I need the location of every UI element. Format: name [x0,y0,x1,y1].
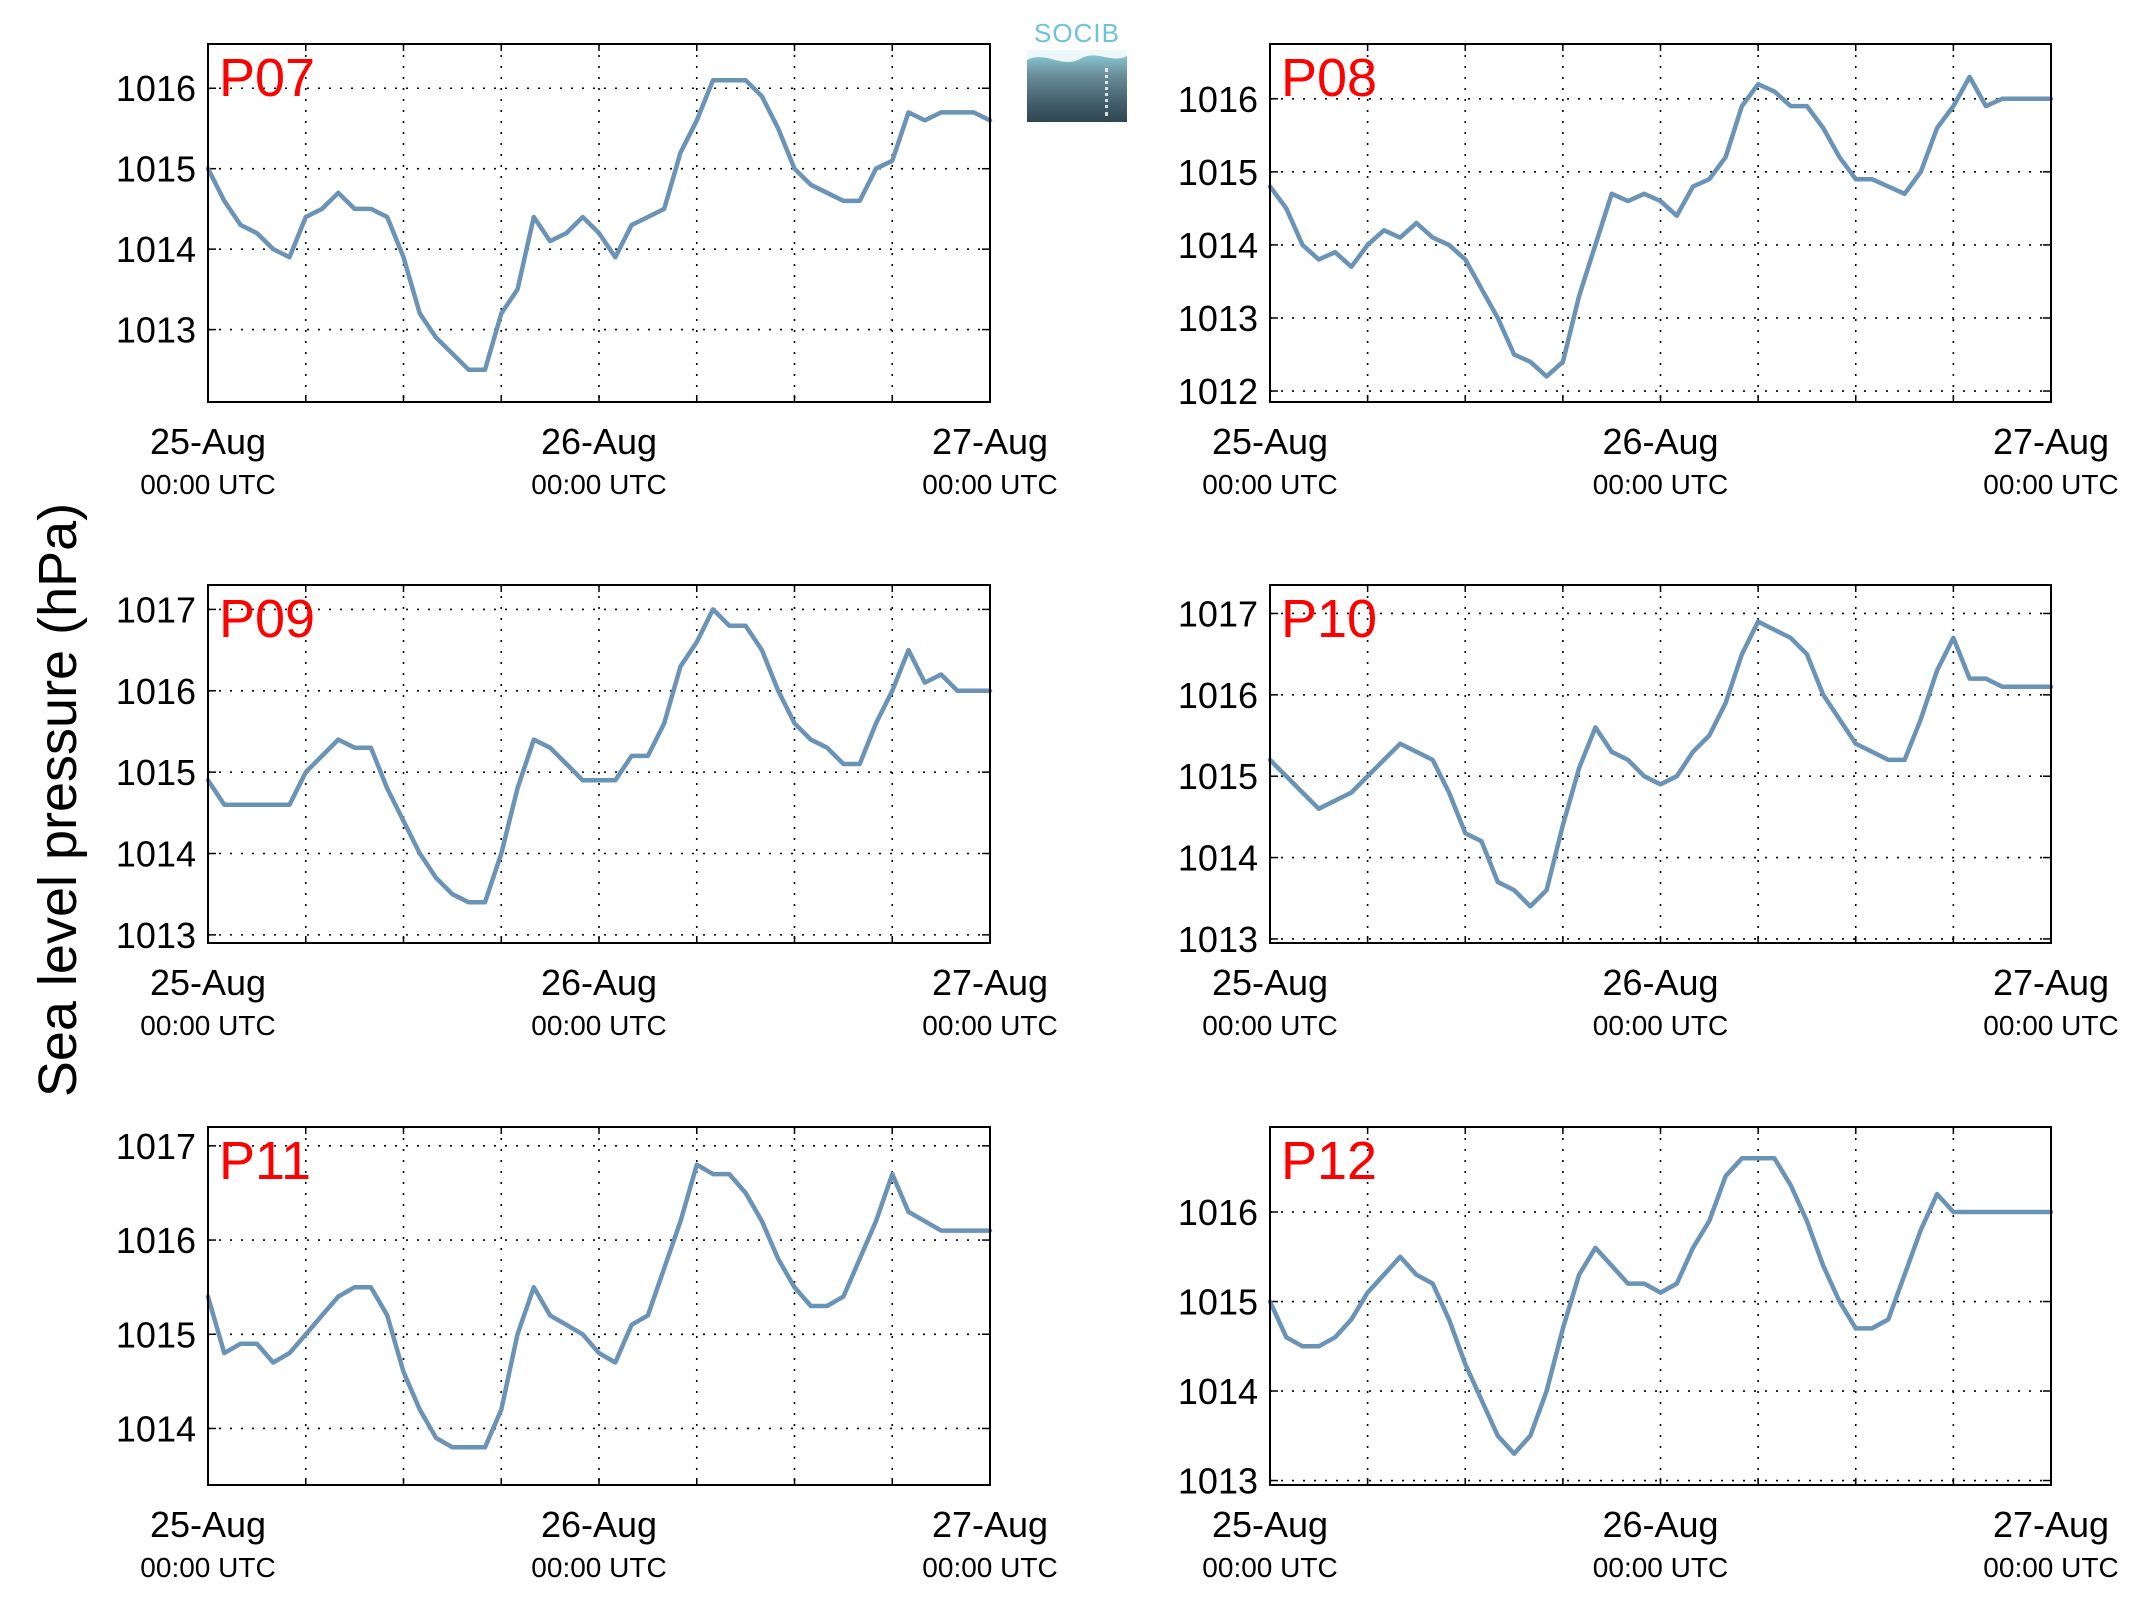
y-tick-label: 1013 [1178,1461,1258,1502]
x-tick-sublabel: 00:00 UTC [1202,1552,1337,1583]
x-tick-sublabel: 00:00 UTC [531,1552,666,1583]
logo-dots [1105,68,1110,116]
x-tick-sublabel: 00:00 UTC [922,469,1057,500]
y-tick-label: 1016 [1178,1192,1258,1233]
chart-panel-p07: 1013 1014 1015 1016 25-Aug 00:00 UTC 26-Aug 00:… [116,43,1058,500]
x-tick-label: 27-Aug [932,962,1048,1003]
series-line [1267,1156,2054,1456]
logo-text: SOCIB [1034,18,1120,48]
y-tick-label: 1016 [1178,79,1258,120]
axes-frame [1269,1126,2052,1486]
panel-title: P10 [1281,589,1377,649]
x-tick-label: 26-Aug [541,1504,657,1545]
y-axis-label-container: Sea level pressure (hPa) [18,30,98,1570]
y-tick-label: 1013 [1178,919,1258,960]
chart-panel-p08: 1012 1013 1014 1015 1016 25-Aug 00:00 UTC 26-Au… [1178,43,2119,500]
y-tick-label: 1014 [116,229,196,270]
x-tick-label: 25-Aug [150,962,266,1003]
y-tick-label: 1015 [116,1314,196,1355]
x-tick-sublabel: 00:00 UTC [1593,1552,1728,1583]
series-line [205,1162,993,1450]
y-axis-label: Sea level pressure (hPa) [28,502,88,1098]
x-tick-sublabel: 00:00 UTC [140,1010,275,1041]
panel-title: P08 [1281,48,1377,108]
chart-panel-p10: 1013 1014 1015 1016 1017 25-Aug 00:00 UTC 26-Au… [1178,584,2119,1041]
series-line [1267,74,2054,379]
x-tick-label: 25-Aug [1212,1504,1328,1545]
x-tick-sublabel: 00:00 UTC [1202,1010,1337,1041]
x-tick-sublabel: 00:00 UTC [531,1010,666,1041]
axes-frame [1269,43,2052,403]
x-tick-sublabel: 00:00 UTC [140,1552,275,1583]
y-tick-label: 1016 [116,68,196,109]
y-tick-label: 1015 [1178,152,1258,193]
y-tick-label: 1013 [116,310,196,351]
y-tick-label: 1017 [116,589,196,630]
axes-frame [207,43,991,403]
x-tick-sublabel: 00:00 UTC [1593,469,1728,500]
series-line [1267,619,2054,909]
logo-image [1027,50,1127,122]
y-tick-label: 1014 [1178,1371,1258,1412]
x-tick-sublabel: 00:00 UTC [1983,1010,2118,1041]
socib-logo: SOCIB [1027,18,1127,122]
y-tick-label: 1014 [116,1408,196,1449]
x-tick-label: 26-Aug [1602,421,1718,462]
x-tick-label: 25-Aug [150,1504,266,1545]
x-tick-label: 26-Aug [1602,962,1718,1003]
chart-panel-p11: 1014 1015 1016 1017 25-Aug 00:00 UTC 26-Aug 00:… [116,1126,1058,1583]
x-tick-label: 25-Aug [1212,962,1328,1003]
x-tick-sublabel: 00:00 UTC [531,469,666,500]
series-line [205,607,993,905]
y-tick-label: 1017 [1178,593,1258,634]
x-tick-label: 25-Aug [150,421,266,462]
y-tick-label: 1014 [1178,225,1258,266]
y-tick-label: 1015 [116,752,196,793]
y-tick-label: 1017 [116,1126,196,1167]
x-tick-label: 26-Aug [541,962,657,1003]
panel-title: P07 [219,48,315,108]
x-tick-sublabel: 00:00 UTC [1983,469,2118,500]
y-tick-label: 1014 [1178,838,1258,879]
y-tick-label: 1015 [116,149,196,190]
x-tick-sublabel: 00:00 UTC [1593,1010,1728,1041]
y-tick-label: 1016 [116,1220,196,1261]
x-tick-label: 27-Aug [1993,1504,2109,1545]
x-tick-label: 26-Aug [541,421,657,462]
x-tick-label: 27-Aug [932,421,1048,462]
x-tick-sublabel: 00:00 UTC [922,1010,1057,1041]
y-tick-label: 1016 [1178,675,1258,716]
y-tick-label: 1014 [116,834,196,875]
x-tick-sublabel: 00:00 UTC [1202,469,1337,500]
x-tick-label: 25-Aug [1212,421,1328,462]
x-tick-label: 27-Aug [1993,421,2109,462]
y-tick-label: 1013 [1178,298,1258,339]
y-tick-label: 1016 [116,671,196,712]
logo-wave-icon [1027,50,1127,62]
panel-title: P09 [219,589,315,649]
series-line [205,77,993,373]
x-tick-sublabel: 00:00 UTC [922,1552,1057,1583]
chart-panel-p09: 1013 1014 1015 1016 1017 25-Aug 00:00 UTC 26-Au… [116,584,1058,1041]
y-tick-label: 1015 [1178,1282,1258,1323]
panel-title: P12 [1281,1131,1377,1191]
x-tick-sublabel: 00:00 UTC [140,469,275,500]
y-tick-label: 1012 [1178,371,1258,412]
x-tick-sublabel: 00:00 UTC [1983,1552,2118,1583]
axes-frame [207,1126,991,1486]
y-tick-label: 1013 [116,915,196,956]
x-tick-label: 27-Aug [932,1504,1048,1545]
y-tick-label: 1015 [1178,756,1258,797]
chart-panel-p12: 1013 1014 1015 1016 25-Aug 00:00 UTC 26-Aug 00:… [1178,1126,2119,1583]
axes-frame [207,584,991,944]
x-tick-label: 27-Aug [1993,962,2109,1003]
x-tick-label: 26-Aug [1602,1504,1718,1545]
panel-title: P11 [219,1131,311,1191]
axes-frame [1269,584,2052,944]
